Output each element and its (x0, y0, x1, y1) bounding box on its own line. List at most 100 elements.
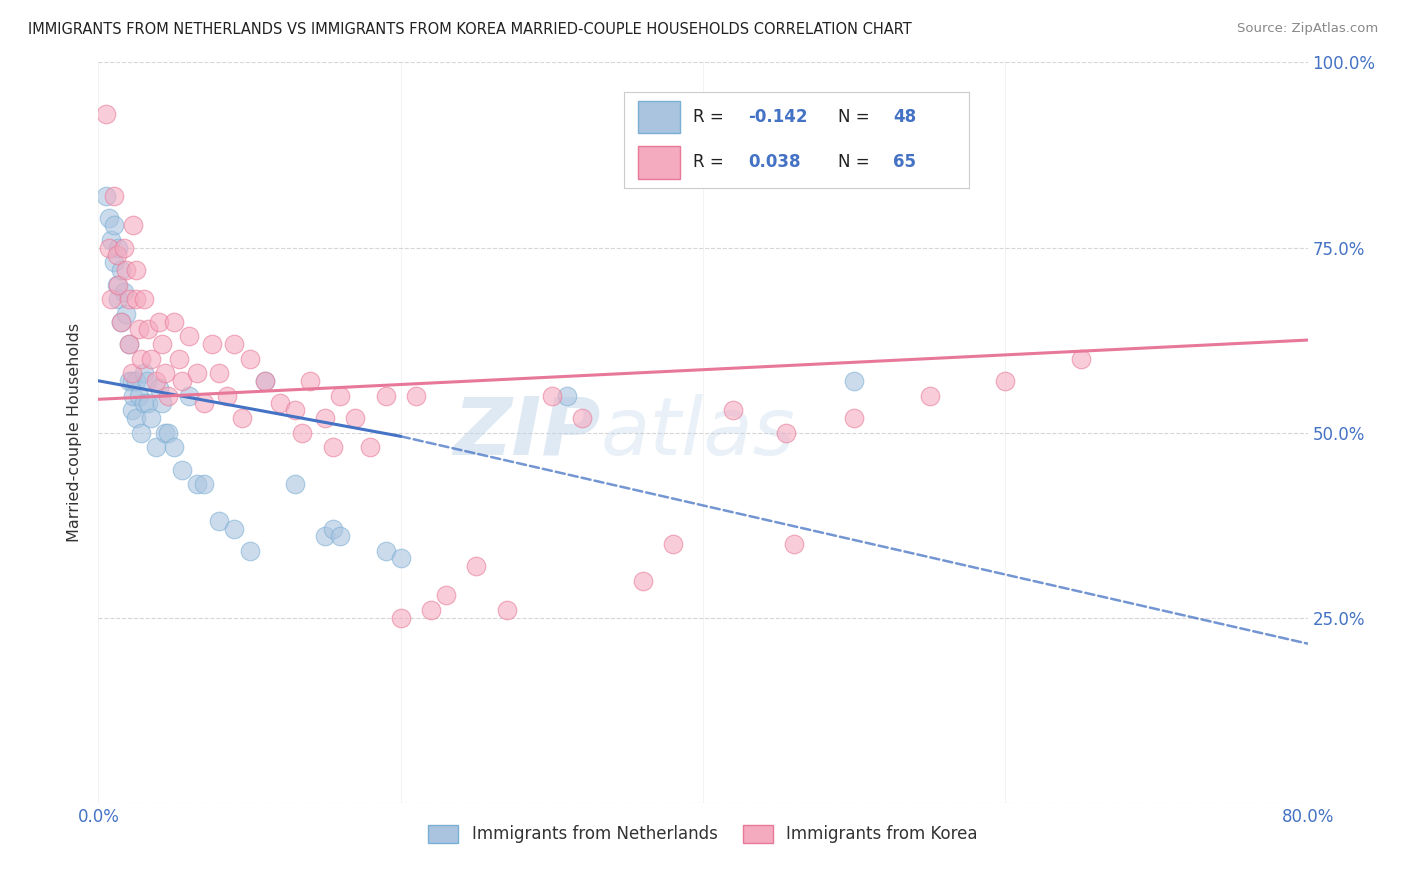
Point (239, 544, 262, 558)
Point (110, 314, 132, 328)
Point (103, 219, 125, 233)
Point (571, 410, 593, 425)
Point (208, 515, 231, 529)
Point (179, 388, 201, 402)
Point (132, 367, 155, 381)
Point (844, 410, 866, 425)
Point (434, 589, 457, 603)
Point (215, 388, 238, 402)
Point (94, 107, 117, 121)
Point (231, 410, 253, 425)
Point (269, 396, 291, 410)
Point (170, 374, 193, 388)
Point (208, 367, 231, 381)
Point (186, 477, 208, 491)
Point (631, 574, 654, 588)
Point (153, 425, 176, 440)
Point (389, 551, 412, 566)
Point (100, 293, 122, 307)
Point (193, 396, 215, 410)
Point (132, 293, 155, 307)
Point (156, 388, 179, 402)
Point (153, 367, 176, 381)
Point (103, 188, 125, 202)
Point (156, 425, 179, 440)
Point (170, 462, 193, 476)
Point (103, 255, 125, 269)
Point (239, 351, 262, 366)
Y-axis label: Married-couple Households: Married-couple Households (67, 323, 83, 542)
Point (253, 374, 276, 388)
Point (110, 262, 132, 277)
Point (114, 262, 136, 277)
Point (112, 240, 135, 255)
Point (540, 388, 562, 402)
Point (125, 293, 148, 307)
Point (150, 396, 173, 410)
Point (344, 410, 367, 425)
Point (420, 603, 443, 617)
Point (299, 374, 322, 388)
Text: Source: ZipAtlas.com: Source: ZipAtlas.com (1237, 22, 1378, 36)
Point (284, 477, 307, 491)
Point (121, 374, 143, 388)
Text: IMMIGRANTS FROM NETHERLANDS VS IMMIGRANTS FROM KOREA MARRIED-COUPLE HOUSEHOLDS C: IMMIGRANTS FROM NETHERLANDS VS IMMIGRANT… (28, 22, 912, 37)
Point (105, 248, 128, 262)
Point (122, 388, 145, 402)
Point (224, 336, 246, 351)
Point (224, 522, 246, 536)
Point (118, 293, 141, 307)
Point (405, 388, 427, 402)
Point (141, 351, 163, 366)
Point (150, 336, 173, 351)
Point (193, 477, 215, 491)
Point (100, 233, 122, 247)
Point (125, 374, 148, 388)
Point (723, 403, 745, 417)
Point (125, 262, 148, 277)
Point (465, 558, 488, 573)
Point (129, 351, 152, 366)
Point (329, 388, 352, 402)
Point (112, 285, 135, 299)
Point (114, 307, 136, 321)
Point (148, 381, 170, 395)
Point (145, 441, 167, 455)
Point (128, 388, 150, 402)
Point (201, 336, 224, 351)
Point (555, 388, 578, 402)
Point (314, 410, 336, 425)
Point (783, 536, 806, 550)
Point (94, 188, 117, 202)
Point (122, 219, 145, 233)
Point (148, 314, 170, 328)
Point (844, 374, 866, 388)
Point (110, 314, 132, 328)
Point (135, 374, 157, 388)
Point (360, 441, 382, 455)
Point (314, 529, 336, 543)
Point (661, 536, 683, 550)
Point (132, 396, 155, 410)
Point (121, 367, 143, 381)
Point (918, 388, 941, 402)
Point (107, 277, 129, 292)
Point (121, 403, 143, 417)
Point (118, 374, 141, 388)
Point (107, 293, 129, 307)
Point (98, 211, 121, 225)
Point (291, 425, 314, 440)
Point (125, 410, 148, 425)
Point (994, 374, 1017, 388)
Point (322, 441, 344, 455)
Legend: Immigrants from Netherlands, Immigrants from Korea: Immigrants from Netherlands, Immigrants … (422, 818, 984, 850)
Point (322, 522, 344, 536)
Point (374, 544, 396, 558)
Point (495, 603, 517, 617)
Point (98, 240, 121, 255)
Point (284, 403, 307, 417)
Point (128, 322, 150, 336)
Point (136, 396, 159, 410)
Point (163, 314, 186, 328)
Point (374, 388, 396, 402)
